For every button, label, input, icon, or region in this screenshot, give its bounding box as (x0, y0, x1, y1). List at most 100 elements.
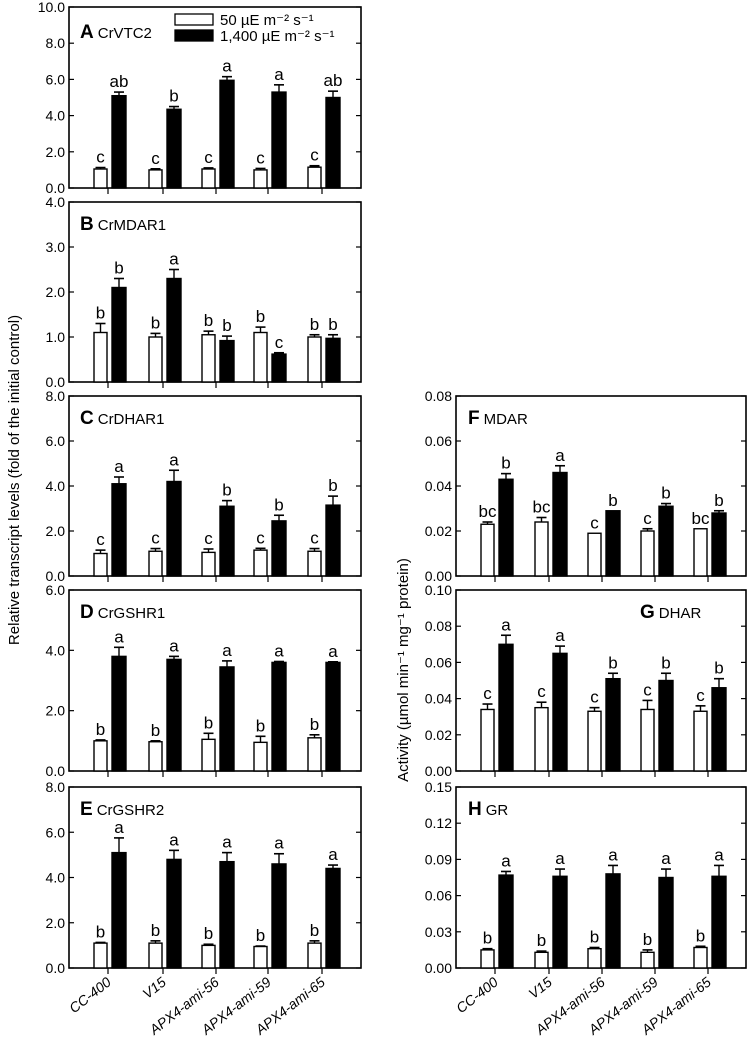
bar-high-light (219, 505, 235, 577)
panel-letter: H (468, 799, 482, 820)
bar-low-light (253, 331, 268, 383)
panel-title: E CrGSHR2 (80, 799, 164, 820)
bar-high-light (658, 679, 674, 772)
y-tick-label: 0.0 (46, 960, 66, 976)
significance-letter: a (169, 250, 179, 269)
panel-gene-name: CrVTC2 (98, 25, 152, 42)
significance-letter: a (274, 834, 284, 853)
significance-letter: b (256, 307, 265, 326)
bar-low-light (93, 942, 108, 969)
significance-letter: b (661, 653, 670, 672)
category-label: CC-400 (453, 974, 501, 1016)
bar-high-light (166, 108, 182, 189)
panel-gene-name: DHAR (659, 605, 702, 622)
significance-letter: a (608, 845, 618, 864)
bar-high-light (166, 480, 182, 577)
panel-E: 0.0 2.0 4.0 6.0 8.0 E CrGSHR2 b b b b b a a a a a CC-400 V… (46, 779, 362, 1038)
significance-letter: b (151, 721, 160, 740)
panel-A: 0.0 2.0 4.0 6.0 8.0 10.0 A CrVTC2 c c c c c ab b a a ab 50… (38, 0, 362, 196)
significance-letter: b (537, 931, 546, 950)
y-tick-label: 0.00 (425, 763, 452, 779)
bar-low-light (253, 549, 268, 577)
bar-high-light (219, 860, 235, 969)
category-label: V15 (525, 974, 555, 1002)
bar-low-light (307, 550, 322, 577)
significance-letter: c (204, 148, 213, 167)
significance-letter: c (310, 146, 319, 165)
y-tick-label: 3.0 (46, 239, 66, 255)
significance-letter: b (714, 659, 723, 678)
y-tick-label: 6.0 (46, 824, 66, 840)
bar-high-light (552, 652, 568, 772)
bar-low-light (201, 738, 216, 772)
bar-high-light (325, 337, 341, 383)
significance-letter: b (169, 87, 178, 106)
y-tick-label: 2.0 (46, 144, 66, 160)
y-tick-label: 4.0 (46, 642, 66, 658)
significance-letter: b (96, 720, 105, 739)
bar-high-light (325, 867, 341, 969)
y-tick-label: 6.0 (46, 582, 66, 598)
significance-letter: c (151, 529, 160, 548)
significance-letter: ab (110, 72, 129, 91)
bar-low-light (534, 521, 549, 577)
panel-letter: D (80, 602, 94, 623)
panel-letter: B (80, 214, 94, 235)
significance-letter: a (274, 65, 284, 84)
significance-letter: b (714, 491, 723, 510)
bar-high-light (325, 661, 341, 772)
bar-high-light (111, 94, 127, 189)
significance-letter: a (501, 615, 511, 634)
bar-low-light (253, 741, 268, 772)
legend-label: 50 µE m⁻² s⁻¹ (220, 12, 314, 29)
bar-low-light (534, 951, 549, 969)
significance-letter: b (310, 715, 319, 734)
panel-letter: C (80, 408, 94, 429)
bar-low-light (480, 949, 495, 969)
panel-gene-name: CrGSHR2 (97, 802, 165, 819)
bar-low-light (480, 523, 495, 577)
significance-letter: a (501, 851, 511, 870)
bar-low-light (640, 530, 655, 577)
bar-high-light (658, 505, 674, 577)
bar-low-light (253, 945, 268, 969)
significance-letter: b (274, 495, 283, 514)
bar-low-light (93, 552, 108, 577)
bar-low-light (307, 737, 322, 772)
bar-low-light (534, 706, 549, 772)
panel-H: 0.00 0.03 0.06 0.09 0.12 0.15 H GR b b b b b a a a a a CC-… (425, 779, 747, 1038)
significance-letter: a (555, 446, 565, 465)
bar-high-light (552, 875, 568, 969)
panel-title: D CrGSHR1 (80, 602, 165, 623)
significance-letter: c (590, 688, 599, 707)
y-tick-label: 4.0 (46, 870, 66, 886)
significance-letter: a (328, 845, 338, 864)
significance-letter: b (204, 311, 213, 330)
significance-letter: c (256, 148, 265, 167)
bar-low-light (587, 532, 602, 577)
bar-high-light (271, 353, 287, 383)
significance-letter: c (151, 149, 160, 168)
bar-low-light (148, 336, 163, 383)
significance-letter: c (96, 148, 105, 167)
left-y-axis-label: Relative transcript levels (fold of the … (6, 315, 23, 645)
y-tick-label: 0.0 (46, 568, 66, 584)
significance-letter: a (169, 636, 179, 655)
significance-letter: b (608, 653, 617, 672)
right-y-axis-label: Activity (µmol min⁻¹ mg⁻¹ protein) (395, 558, 412, 782)
significance-letter: a (222, 833, 232, 852)
y-tick-label: 8.0 (46, 35, 66, 51)
panel-title: B CrMDAR1 (80, 214, 166, 235)
bar-low-light (201, 334, 216, 383)
significance-letter: a (274, 641, 284, 660)
bar-low-light (93, 740, 108, 772)
significance-letter: c (643, 509, 652, 528)
y-tick-label: 4.0 (46, 478, 66, 494)
bar-high-light (271, 863, 287, 969)
significance-letter: c (310, 529, 319, 548)
significance-letter: b (608, 491, 617, 510)
y-tick-label: 0.12 (425, 815, 452, 831)
y-tick-label: 6.0 (46, 71, 66, 87)
significance-letter: bc (479, 502, 497, 521)
